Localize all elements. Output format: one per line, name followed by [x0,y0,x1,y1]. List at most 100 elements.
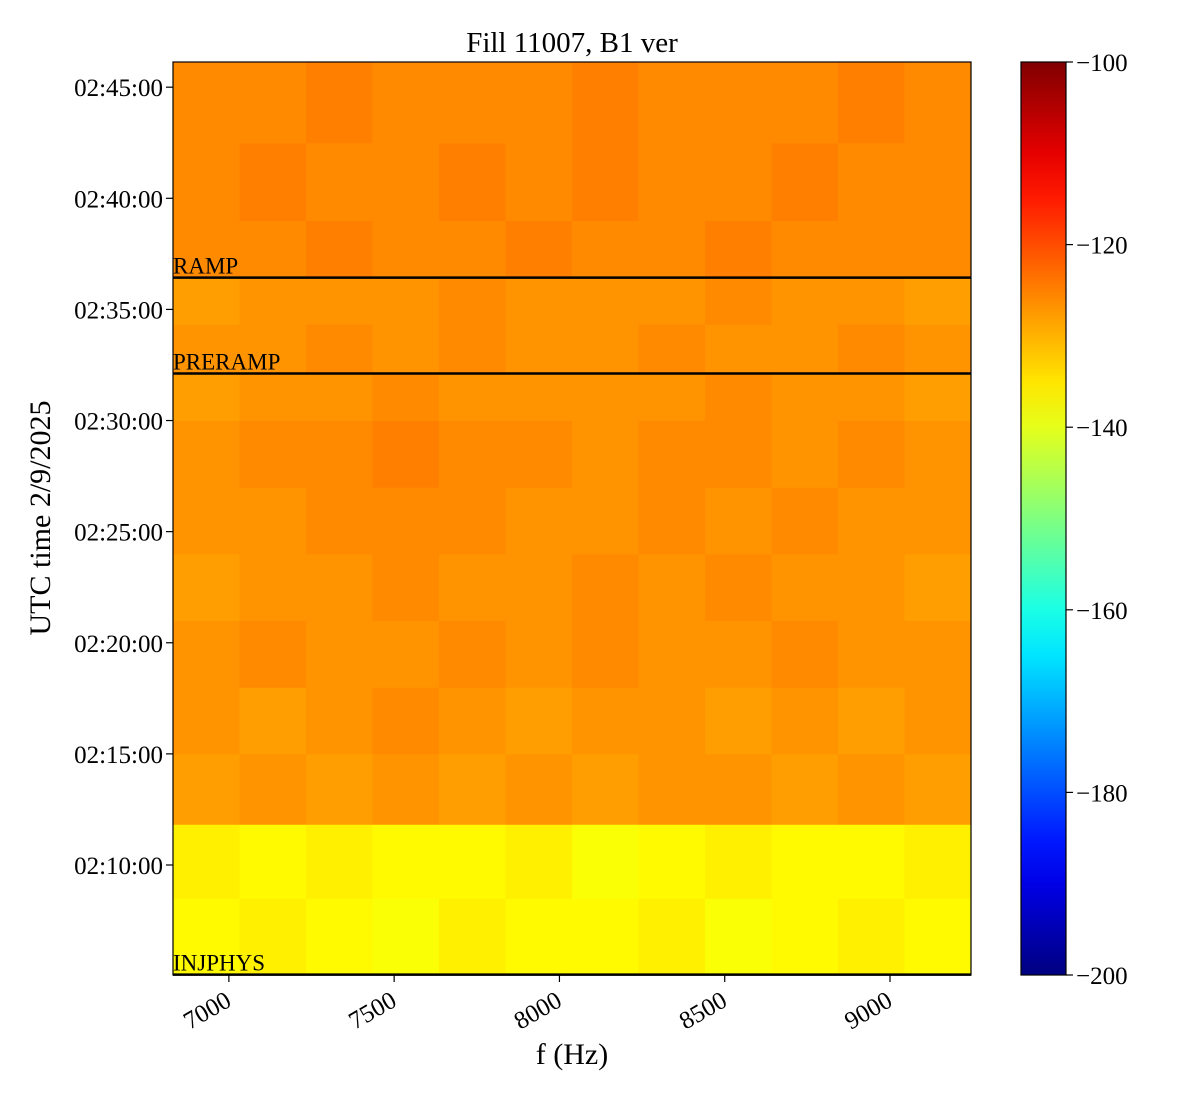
colorbar-tick-label: −120 [1076,233,1128,260]
cell [638,373,706,422]
cell [372,373,440,422]
cell [306,277,373,325]
cell [439,142,506,222]
cell [904,373,972,422]
cell [372,324,440,374]
y-tick-label: 02:25:00 [74,520,163,547]
cell [904,620,972,688]
cell [838,62,905,144]
cell [505,753,573,825]
cell [904,420,972,488]
cell [173,62,240,144]
cell [173,753,240,825]
cell [572,142,639,222]
colorbar-tick-label: −200 [1076,963,1128,990]
cell [771,373,839,422]
cell [771,62,839,144]
cell [771,753,839,825]
cell [173,277,240,325]
cell [505,220,573,279]
cell [173,620,240,688]
cell [239,753,307,825]
cell [439,277,506,325]
cell [439,220,506,279]
cell [638,553,706,622]
cell [505,142,573,222]
cell [904,142,972,222]
cell [572,220,639,279]
x-tick-label: 8500 [675,987,732,1035]
cell [572,324,639,374]
marker-label: RAMP [173,254,238,279]
cell [838,487,905,555]
cell [638,324,706,374]
cell [771,220,839,279]
cell [372,898,440,976]
marker-label: INJPHYS [173,951,265,976]
colorbar-tick-label: −100 [1076,50,1128,77]
cell [904,553,972,622]
cell [705,687,772,755]
cell [173,824,240,899]
cell [705,420,772,488]
cell [771,553,839,622]
cell [638,220,706,279]
cell [572,553,639,622]
cell [505,824,573,899]
overlay: INJPHYS PRERAMP RAMP 7000 7500 8000 8500 9000 02… [74,61,972,1035]
cell [505,620,573,688]
cell [439,687,506,755]
cell [705,373,772,422]
cell [439,62,506,144]
cell [638,142,706,222]
cell [705,824,772,899]
cell [572,373,639,422]
cell [638,824,706,899]
cell [306,220,373,279]
cell [439,620,506,688]
cell [771,620,839,688]
cell [838,420,905,488]
cell [372,62,440,144]
cell [505,487,573,555]
cell [638,753,706,825]
colorbar [1020,61,1067,976]
cell [638,62,706,144]
cell [306,687,373,755]
chart-title: Fill 11007, B1 ver [466,27,678,59]
colorbar-tick-label: −140 [1076,415,1128,442]
cell [505,62,573,144]
cell [771,898,839,976]
cell [239,142,307,222]
x-tick-label: 7000 [179,987,236,1035]
cell [638,277,706,325]
cell [372,553,440,622]
cell [439,420,506,488]
cell [239,620,307,688]
cell [505,898,573,976]
cell [638,420,706,488]
x-tick-label: 8000 [510,987,567,1035]
cell [572,687,639,755]
cell [173,898,240,976]
cell [638,487,706,555]
cell [705,487,772,555]
cell [306,142,373,222]
cell [572,420,639,488]
cell [505,277,573,325]
cell [239,324,307,374]
cell [904,62,972,144]
cell [838,753,905,825]
cell [306,898,373,976]
y-tick-label: 02:20:00 [74,631,163,658]
y-tick-label: 02:40:00 [74,186,163,213]
cell [572,753,639,825]
cell [239,62,307,144]
y-tick-label: 02:35:00 [74,297,163,324]
cell [505,420,573,488]
cell [838,324,905,374]
cell [838,277,905,325]
cell [239,553,307,622]
cell [372,420,440,488]
cell [239,420,307,488]
